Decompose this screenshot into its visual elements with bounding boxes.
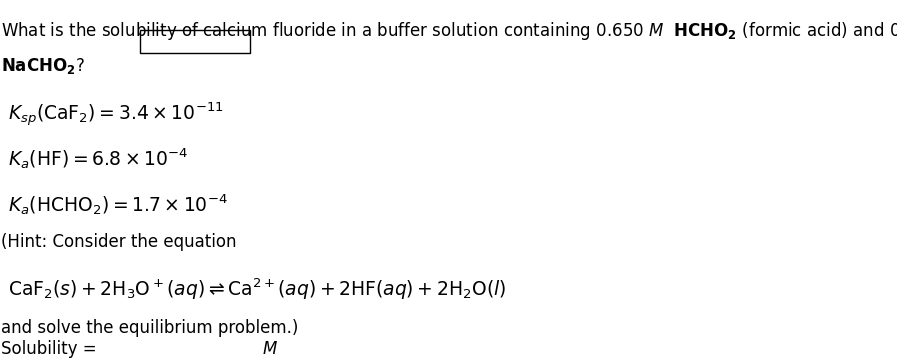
Text: $M$: $M$ <box>262 340 278 358</box>
Text: (Hint: Consider the equation: (Hint: Consider the equation <box>1 233 237 252</box>
Text: $\mathrm{CaF_2}(s) + 2\mathrm{H_3O^+}(aq) \rightleftharpoons \mathrm{Ca^{2+}}(aq: $\mathrm{CaF_2}(s) + 2\mathrm{H_3O^+}(aq… <box>8 277 507 302</box>
Text: $\bf{NaCHO_2}$?: $\bf{NaCHO_2}$? <box>1 56 85 76</box>
Text: $K_a(\mathrm{HCHO_2}) = 1.7 \times 10^{-4}$: $K_a(\mathrm{HCHO_2}) = 1.7 \times 10^{-… <box>8 192 228 217</box>
Bar <box>140 30 250 53</box>
Text: What is the solubility of calcium fluoride in a buffer solution containing 0.650: What is the solubility of calcium fluori… <box>1 20 897 42</box>
Text: $K_{sp}(\mathrm{CaF_2}) = 3.4 \times 10^{-11}$: $K_{sp}(\mathrm{CaF_2}) = 3.4 \times 10^… <box>8 101 224 129</box>
Text: and solve the equilibrium problem.): and solve the equilibrium problem.) <box>1 319 299 337</box>
Text: Solubility =: Solubility = <box>1 340 102 358</box>
Text: $K_a(\mathrm{HF}) = 6.8 \times 10^{-4}$: $K_a(\mathrm{HF}) = 6.8 \times 10^{-4}$ <box>8 147 189 172</box>
